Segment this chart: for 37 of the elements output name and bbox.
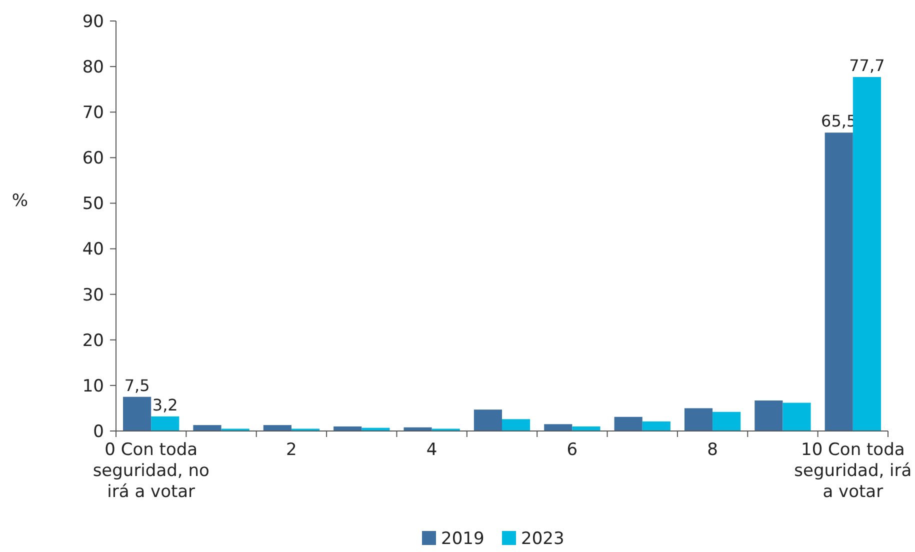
y-tick-label: 50 (82, 194, 104, 214)
x-tick-label: 6 (566, 440, 578, 460)
bar (544, 424, 572, 431)
y-tick-label: 30 (82, 285, 104, 306)
data-label: 7,5 (124, 376, 150, 395)
x-tick-label: 10 Con toda seguridad, irá a votar (794, 440, 912, 502)
bar (824, 132, 853, 431)
y-tick-label: 10 (82, 376, 104, 396)
bar (502, 419, 530, 431)
bar (754, 400, 783, 431)
bar (614, 416, 642, 431)
bar (852, 77, 881, 431)
x-tick-label: 8 (707, 440, 718, 460)
legend-label: 2023 (521, 528, 564, 549)
bar (263, 425, 292, 431)
bar (712, 412, 741, 431)
bar (474, 410, 502, 431)
bar (684, 408, 713, 431)
x-tick-label: 4 (426, 440, 438, 460)
bar (642, 421, 670, 431)
y-tick-label: 0 (93, 422, 104, 442)
bar (782, 402, 811, 431)
y-tick-label: 80 (82, 58, 104, 78)
y-tick-label: 60 (82, 148, 104, 169)
y-tick-label: 90 (82, 12, 104, 32)
data-label: 3,2 (152, 395, 178, 414)
y-tick-label: 40 (82, 240, 104, 260)
x-tick-label: 0 Con toda seguridad, no irá a votar (92, 440, 210, 502)
data-label: 77,7 (849, 56, 885, 76)
bar (193, 425, 222, 431)
bar (151, 416, 180, 431)
y-axis-title: % (12, 191, 28, 211)
bar (123, 396, 152, 431)
y-tick-label: 20 (82, 330, 104, 351)
x-tick-label: 2 (286, 440, 297, 460)
legend-label: 2019 (441, 528, 484, 549)
y-tick-label: 70 (82, 103, 104, 124)
